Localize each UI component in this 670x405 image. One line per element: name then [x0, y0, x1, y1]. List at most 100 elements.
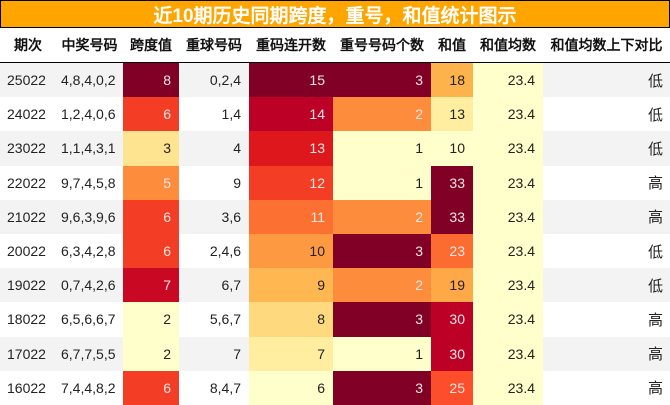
- winning-numbers-cell: 4,8,4,0,2: [56, 62, 123, 98]
- span-cell: 2: [123, 302, 179, 337]
- winning-numbers-cell: 9,7,4,5,8: [56, 165, 123, 200]
- sum-cell: 30: [431, 336, 473, 371]
- table-row: 23022 1,1,4,3,1 3 4 13 1 10 23.4 低: [0, 131, 670, 166]
- issue-cell: 23022: [0, 131, 56, 166]
- col-header-issue: 期次: [0, 28, 56, 63]
- col-header-span: 跨度值: [123, 28, 179, 63]
- issue-cell: 19022: [0, 268, 56, 303]
- winning-numbers-cell: 0,7,4,2,6: [56, 268, 123, 303]
- repeat-streak-cell: 14: [249, 97, 333, 132]
- sum-avg-cell: 23.4: [473, 370, 543, 405]
- issue-cell: 16022: [0, 370, 56, 405]
- span-cell: 6: [123, 199, 179, 234]
- sum-cell: 33: [431, 199, 473, 234]
- sum-avg-cell: 23.4: [473, 199, 543, 234]
- span-cell: 6: [123, 370, 179, 405]
- compare-cell: 高: [543, 302, 670, 337]
- span-cell: 2: [123, 336, 179, 371]
- sum-avg-cell: 23.4: [473, 165, 543, 200]
- span-cell: 8: [123, 62, 179, 98]
- compare-cell: 低: [543, 62, 670, 98]
- winning-numbers-cell: 7,4,4,8,2: [56, 370, 123, 405]
- compare-cell: 低: [543, 233, 670, 269]
- issue-cell: 17022: [0, 336, 56, 371]
- repeat-count-cell: 3: [333, 302, 431, 337]
- sum-avg-cell: 23.4: [473, 62, 543, 98]
- repeat-count-cell: 3: [333, 233, 431, 269]
- col-header-numbers: 中奖号码: [56, 28, 123, 63]
- repeat-streak-cell: 6: [249, 370, 333, 405]
- compare-cell: 低: [543, 268, 670, 303]
- sum-cell: 13: [431, 97, 473, 132]
- sum-avg-cell: 23.4: [473, 302, 543, 337]
- col-header-sum: 和值: [431, 28, 473, 63]
- repeat-streak-cell: 11: [249, 199, 333, 234]
- winning-numbers-cell: 6,5,6,6,7: [56, 302, 123, 337]
- issue-cell: 21022: [0, 199, 56, 234]
- repeat-balls-cell: 5,6,7: [179, 302, 249, 337]
- sum-avg-cell: 23.4: [473, 97, 543, 132]
- sum-cell: 10: [431, 131, 473, 166]
- repeat-count-cell: 3: [333, 62, 431, 98]
- compare-cell: 高: [543, 199, 670, 234]
- compare-cell: 高: [543, 370, 670, 405]
- repeat-streak-cell: 13: [249, 131, 333, 166]
- winning-numbers-cell: 6,7,7,5,5: [56, 336, 123, 371]
- span-cell: 5: [123, 165, 179, 200]
- header-row: 期次 中奖号码 跨度值 重球号码 重码连开数 重号号码个数 和值 和值均数 和值…: [0, 28, 670, 63]
- issue-cell: 18022: [0, 302, 56, 337]
- repeat-count-cell: 3: [333, 370, 431, 405]
- compare-cell: 低: [543, 97, 670, 132]
- table-row: 18022 6,5,6,6,7 2 5,6,7 8 3 30 23.4 高: [0, 302, 670, 337]
- sum-cell: 19: [431, 268, 473, 303]
- issue-cell: 20022: [0, 233, 56, 269]
- sum-cell: 18: [431, 62, 473, 98]
- winning-numbers-cell: 9,6,3,9,6: [56, 199, 123, 234]
- compare-cell: 低: [543, 131, 670, 166]
- table-row: 17022 6,7,7,5,5 2 7 7 1 30 23.4 高: [0, 336, 670, 371]
- table-row: 21022 9,6,3,9,6 6 3,6 11 2 33 23.4 高: [0, 199, 670, 234]
- repeat-count-cell: 2: [333, 268, 431, 303]
- table-row: 24022 1,2,4,0,6 6 1,4 14 2 13 23.4 低: [0, 97, 670, 132]
- winning-numbers-cell: 6,3,4,2,8: [56, 233, 123, 269]
- issue-cell: 25022: [0, 62, 56, 98]
- repeat-balls-cell: 7: [179, 336, 249, 371]
- span-cell: 3: [123, 131, 179, 166]
- sum-cell: 23: [431, 233, 473, 269]
- span-cell: 6: [123, 97, 179, 132]
- chart-title: 近10期历史同期跨度，重号，和值统计图示: [0, 0, 670, 28]
- table-row: 25022 4,8,4,0,2 8 0,2,4 15 3 18 23.4 低: [0, 62, 670, 98]
- repeat-streak-cell: 8: [249, 302, 333, 337]
- compare-cell: 高: [543, 165, 670, 200]
- span-cell: 7: [123, 268, 179, 303]
- sum-avg-cell: 23.4: [473, 268, 543, 303]
- repeat-count-cell: 1: [333, 165, 431, 200]
- repeat-balls-cell: 9: [179, 165, 249, 200]
- repeat-count-cell: 2: [333, 199, 431, 234]
- repeat-count-cell: 1: [333, 336, 431, 371]
- repeat-balls-cell: 8,4,7: [179, 370, 249, 405]
- table-row: 22022 9,7,4,5,8 5 9 12 1 33 23.4 高: [0, 165, 670, 200]
- repeat-count-cell: 1: [333, 131, 431, 166]
- sum-cell: 30: [431, 302, 473, 337]
- repeat-balls-cell: 4: [179, 131, 249, 166]
- winning-numbers-cell: 1,2,4,0,6: [56, 97, 123, 132]
- col-header-repeat-balls: 重球号码: [179, 28, 249, 63]
- repeat-streak-cell: 15: [249, 62, 333, 98]
- col-header-repeat-count: 重号号码个数: [333, 28, 431, 63]
- col-header-repeat-streak: 重码连开数: [249, 28, 333, 63]
- issue-cell: 24022: [0, 97, 56, 132]
- table-row: 19022 0,7,4,2,6 7 6,7 9 2 19 23.4 低: [0, 268, 670, 303]
- sum-avg-cell: 23.4: [473, 131, 543, 166]
- repeat-streak-cell: 10: [249, 233, 333, 269]
- col-header-sum-avg: 和值均数: [473, 28, 543, 63]
- compare-cell: 高: [543, 336, 670, 371]
- repeat-balls-cell: 6,7: [179, 268, 249, 303]
- sum-avg-cell: 23.4: [473, 233, 543, 269]
- span-cell: 6: [123, 233, 179, 269]
- sum-avg-cell: 23.4: [473, 336, 543, 371]
- sum-cell: 25: [431, 370, 473, 405]
- repeat-streak-cell: 9: [249, 268, 333, 303]
- repeat-balls-cell: 2,4,6: [179, 233, 249, 269]
- repeat-balls-cell: 1,4: [179, 97, 249, 132]
